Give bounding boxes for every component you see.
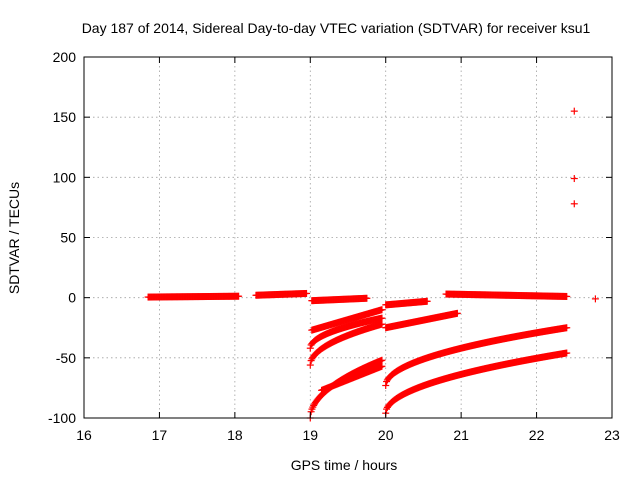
data-point <box>423 297 431 305</box>
y-axis-label: SDTVAR / TECUs <box>6 182 22 294</box>
data-point <box>306 361 314 369</box>
data-point <box>570 175 578 183</box>
x-tick-label: 16 <box>76 427 92 443</box>
data-point <box>378 362 386 370</box>
data-point <box>306 344 314 352</box>
data-point <box>309 403 317 411</box>
x-tick-label: 18 <box>227 427 243 443</box>
data-point <box>235 292 243 300</box>
y-tick-label: 150 <box>53 109 77 125</box>
y-tick-label: 200 <box>53 49 77 65</box>
x-tick-label: 23 <box>604 427 620 443</box>
x-tick-label: 21 <box>453 427 469 443</box>
data-point <box>570 107 578 115</box>
chart-title: Day 187 of 2014, Sidereal Day-to-day VTE… <box>82 20 591 36</box>
data-point <box>563 349 571 357</box>
data-point <box>591 295 599 303</box>
x-tick-label: 19 <box>302 427 318 443</box>
axis-ticks: 16 17 18 19 20 21 22 23 -100 -50 0 50 100 150 200 <box>48 49 620 443</box>
data-point <box>453 309 461 317</box>
data-point <box>563 292 571 300</box>
data-point <box>383 405 391 413</box>
data-point <box>303 289 311 297</box>
y-tick-label: 50 <box>60 230 76 246</box>
y-tick-label: -100 <box>48 410 76 426</box>
y-tick-label: 100 <box>53 169 77 185</box>
y-tick-label: 0 <box>68 290 76 306</box>
x-tick-label: 20 <box>378 427 394 443</box>
data-point <box>378 356 386 364</box>
x-tick-label: 22 <box>529 427 545 443</box>
y-tick-label: -50 <box>56 350 76 366</box>
x-tick-label: 17 <box>152 427 168 443</box>
data-point <box>363 294 371 302</box>
x-axis-label: GPS time / hours <box>291 457 398 473</box>
grid <box>84 57 612 418</box>
data-point <box>378 320 386 328</box>
data-point <box>378 314 386 322</box>
plot-frame <box>83 56 613 419</box>
data-point <box>563 324 571 332</box>
data-point <box>570 200 578 208</box>
data-point <box>378 306 386 314</box>
data-point <box>382 382 390 390</box>
data-marks <box>144 107 599 422</box>
